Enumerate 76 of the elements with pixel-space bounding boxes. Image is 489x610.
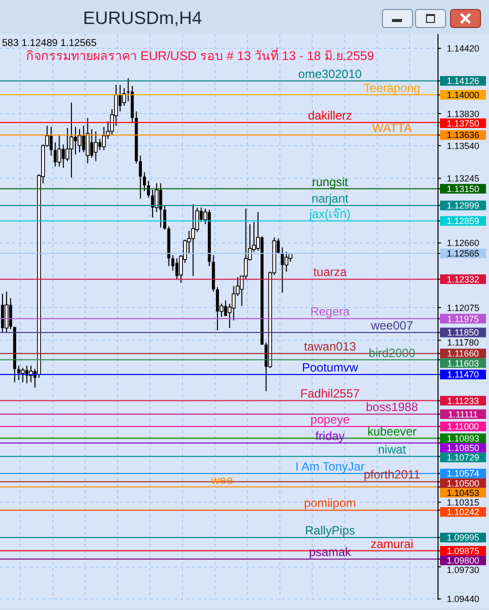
ref-line-label: I Am TonyJar bbox=[295, 460, 365, 474]
y-tick-label: 1.11975 bbox=[447, 314, 479, 324]
ref-line-label: rungsit bbox=[312, 174, 349, 189]
candlestick bbox=[94, 130, 98, 162]
y-tick-label: 1.10893 bbox=[446, 433, 480, 444]
y-tick-label: 1.09730 bbox=[446, 565, 480, 576]
y-tick-label: 1.11000 bbox=[447, 422, 479, 432]
ref-line-label: dakillerz bbox=[308, 108, 352, 122]
y-tick-label: 1.11603 bbox=[447, 358, 479, 368]
ref-line-label: niwat bbox=[378, 442, 407, 456]
ref-line-label: kubeever bbox=[367, 424, 417, 438]
candlestick bbox=[151, 189, 154, 218]
candlestick bbox=[78, 128, 82, 153]
y-tick-label: 1.13150 bbox=[446, 184, 480, 194]
candlestick bbox=[90, 128, 94, 158]
y-tick-label: 1.10850 bbox=[446, 443, 480, 454]
candlestick bbox=[138, 155, 142, 200]
candlestick bbox=[17, 365, 20, 381]
ref-line-label: Regera bbox=[310, 304, 350, 319]
y-tick-label: 1.10729 bbox=[446, 452, 480, 463]
candlestick bbox=[54, 142, 57, 168]
candlestick bbox=[191, 204, 196, 277]
y-tick-label: 1.12999 bbox=[446, 200, 480, 211]
y-tick-label: 1.13245 bbox=[446, 173, 480, 184]
candlestick bbox=[70, 102, 74, 178]
y-tick-label: 1.11470 bbox=[447, 370, 479, 380]
y-tick-label: 1.13636 bbox=[446, 130, 480, 140]
ref-line-label: zamurai bbox=[370, 536, 414, 551]
y-tick-label: 1.09800 bbox=[446, 556, 480, 566]
chart-title: EURUSDm,H4 bbox=[83, 8, 202, 29]
ref-line-label: pomiipom bbox=[304, 496, 356, 510]
y-tick-label: 1.09995 bbox=[446, 532, 480, 543]
candlestick bbox=[147, 180, 150, 198]
y-tick-label: 1.13830 bbox=[446, 108, 480, 119]
y-tick-label: 1.13750 bbox=[446, 118, 480, 128]
ref-line-label: tuarza bbox=[313, 265, 347, 280]
y-tick-label: 1.10242 bbox=[446, 507, 480, 518]
ref-line-label: wee007 bbox=[370, 318, 414, 332]
candlestick bbox=[57, 135, 62, 168]
y-tick-label: 1.09875 bbox=[446, 546, 480, 556]
y-tick-label: 1.12660 bbox=[446, 238, 480, 248]
ref-line-label: Fadhil2557 bbox=[300, 386, 360, 401]
y-tick-label: 1.10500 bbox=[446, 478, 480, 488]
annotation: 583 1.12489 1.12565 bbox=[2, 38, 97, 49]
y-tick-label: 1.14420 bbox=[446, 44, 480, 54]
y-tick-label: 1.12565 bbox=[446, 248, 480, 259]
ref-line-label: boss1988 bbox=[366, 400, 418, 414]
y-tick-label: 1.12075 bbox=[446, 302, 480, 313]
y-tick-label: 1.11660 bbox=[447, 348, 479, 359]
candlestick bbox=[142, 172, 146, 192]
y-tick-label: 1.13540 bbox=[446, 140, 480, 151]
y-tick-label: 1.12859 bbox=[446, 216, 480, 226]
y-tick-label: 1.10315 bbox=[446, 498, 480, 508]
y-tick-label: 1.10574 bbox=[446, 468, 480, 479]
y-tick-label: 1.11111 bbox=[448, 409, 478, 420]
ref-line-label: narjant bbox=[312, 191, 350, 206]
ref-line-label: WATTA bbox=[372, 121, 412, 136]
y-tick-label: 1.14000 bbox=[446, 90, 480, 100]
candlestick bbox=[4, 291, 8, 333]
ref-line-label: Pootumvw bbox=[302, 360, 358, 374]
y-tick-label: 1.09440 bbox=[446, 594, 480, 604]
y-tick-label: 1.11850 bbox=[447, 328, 479, 338]
candlestick bbox=[163, 204, 166, 230]
ref-line-label: popeye bbox=[310, 412, 350, 426]
y-tick-label: 1.11780 bbox=[447, 337, 479, 348]
y-tick-label: 1.12332 bbox=[446, 274, 480, 284]
ref-line-label: ome302010 bbox=[298, 66, 362, 81]
candlestick bbox=[20, 367, 25, 383]
y-tick-label: 1.10453 bbox=[446, 488, 480, 498]
text: กิจกรรมทายผลราคา EUR/USD รอบ # 13 วันที่ 13 - 18 มิ.ย.2559 bbox=[26, 47, 374, 63]
ref-line-label: tawan013 bbox=[304, 339, 356, 354]
ref-line-label: Teerapong bbox=[364, 80, 420, 95]
y-tick-label: 1.14126 bbox=[446, 76, 480, 86]
y-tick-label: 1.11233 bbox=[447, 396, 479, 406]
ref-line-label: jax(เจ๊ก) bbox=[308, 206, 351, 221]
ref-line-label: RallyPips bbox=[304, 524, 356, 538]
